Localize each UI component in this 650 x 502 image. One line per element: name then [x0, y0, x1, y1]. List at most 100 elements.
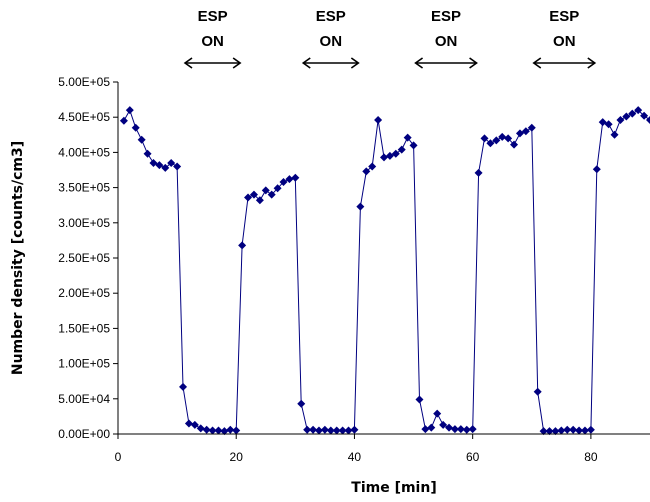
data-point-marker [261, 186, 270, 195]
data-point-marker [622, 112, 631, 121]
data-point-marker [380, 153, 388, 162]
data-point-marker [291, 173, 300, 182]
data-point-marker [338, 426, 347, 435]
data-point-marker [297, 399, 306, 408]
data-point-marker [344, 426, 353, 435]
esp-arrow-head-right [587, 57, 597, 69]
data-point-marker [368, 162, 377, 171]
data-point-marker [285, 175, 294, 184]
y-tick-label: 2.50E+05 [58, 251, 110, 265]
y-axis-title: Number density [counts/cm3] [10, 141, 26, 375]
esp-arrow-head-left [301, 57, 311, 69]
esp-label-line2: ON [320, 33, 343, 50]
data-point-marker [510, 140, 519, 149]
data-point-marker [397, 145, 406, 154]
data-point-marker [450, 425, 459, 434]
esp-label-line1: ESP [431, 8, 461, 25]
data-point-marker [314, 426, 323, 435]
data-point-marker [421, 425, 430, 434]
data-point-marker [208, 426, 217, 435]
data-point-marker [179, 382, 188, 391]
data-point-marker [143, 149, 152, 158]
x-tick-label: 20 [230, 450, 244, 464]
data-point-marker [332, 426, 341, 435]
data-point-marker [125, 106, 134, 115]
data-point-marker [480, 134, 489, 143]
data-point-marker [474, 168, 483, 177]
y-axis-ticks: 0.00E+00 5.00E+04 1.00E+05 1.50E+05 2.00E+05… [58, 75, 118, 441]
data-point-marker [640, 111, 649, 120]
esp-arrow-head-left [414, 57, 424, 69]
data-point-marker [403, 133, 412, 142]
data-point-marker [468, 425, 477, 434]
data-point-marker [409, 141, 418, 150]
esp-label-line2: ON [201, 33, 224, 50]
data-point-marker [539, 427, 548, 436]
data-point-marker [580, 426, 589, 435]
y-tick-label: 4.00E+05 [58, 145, 110, 159]
data-point-marker [326, 426, 335, 435]
esp-label-line1: ESP [316, 8, 346, 25]
y-tick-label: 0.00E+00 [58, 427, 110, 441]
data-point-marker [498, 132, 507, 141]
data-point-marker [628, 109, 637, 118]
data-point-marker [226, 425, 235, 434]
data-point-marker [427, 423, 436, 432]
x-tick-label: 60 [466, 450, 480, 464]
data-point-marker [131, 123, 140, 132]
esp-arrow-head-right [469, 57, 478, 69]
data-point-marker [586, 425, 595, 434]
data-point-marker [267, 190, 276, 199]
data-point-marker [374, 116, 383, 125]
data-point-marker [646, 116, 650, 125]
data-point-marker [149, 158, 158, 167]
data-point-marker [214, 426, 223, 435]
x-axis-title: Time [min] [351, 480, 436, 496]
data-point-marker [445, 423, 454, 432]
data-point-marker [551, 427, 560, 436]
data-point-marker [604, 120, 613, 129]
data-point-marker [504, 134, 513, 143]
esp-label-line2: ON [435, 33, 458, 50]
data-point-marker [196, 424, 205, 433]
data-point-marker [167, 158, 176, 167]
data-point-marker [433, 409, 442, 418]
data-point-marker [232, 426, 241, 435]
data-point-marker [391, 149, 400, 158]
esp-label-line2: ON [553, 33, 576, 50]
data-point-marker [279, 177, 288, 186]
data-point-marker [155, 161, 164, 170]
data-point-marker [569, 425, 578, 434]
esp-label-line1: ESP [198, 8, 228, 25]
data-point-marker [545, 427, 554, 436]
data-point-marker [362, 167, 371, 176]
data-point-marker [616, 116, 625, 125]
data-point-marker [202, 425, 211, 434]
esp-label-line1: ESP [549, 8, 579, 25]
y-tick-label: 5.00E+05 [58, 75, 110, 89]
y-tick-label: 5.00E+04 [58, 392, 110, 406]
data-point-marker [439, 420, 448, 429]
x-tick-label: 0 [115, 450, 122, 464]
data-point-marker [415, 395, 424, 404]
data-point-marker [563, 425, 572, 434]
data-point-marker [598, 118, 607, 127]
esp-arrow-head-right [232, 57, 242, 69]
data-point-marker [456, 425, 465, 434]
data-point-marker [320, 425, 329, 434]
esp-arrow-head-left [532, 57, 542, 69]
data-point-marker [249, 190, 258, 199]
data-point-marker [462, 425, 471, 434]
data-point-marker [184, 419, 193, 428]
data-point-marker [385, 151, 394, 160]
data-point-marker [592, 165, 601, 174]
esp-arrow-head-right [350, 57, 360, 69]
esp-arrow-head-left [183, 57, 193, 69]
data-point-marker [309, 425, 318, 434]
x-axis-ticks: 0 20 40 60 80 [115, 434, 598, 464]
y-tick-label: 4.50E+05 [58, 110, 110, 124]
data-point-marker [220, 427, 229, 436]
data-point-marker [575, 426, 584, 435]
data-point-marker [557, 426, 566, 435]
